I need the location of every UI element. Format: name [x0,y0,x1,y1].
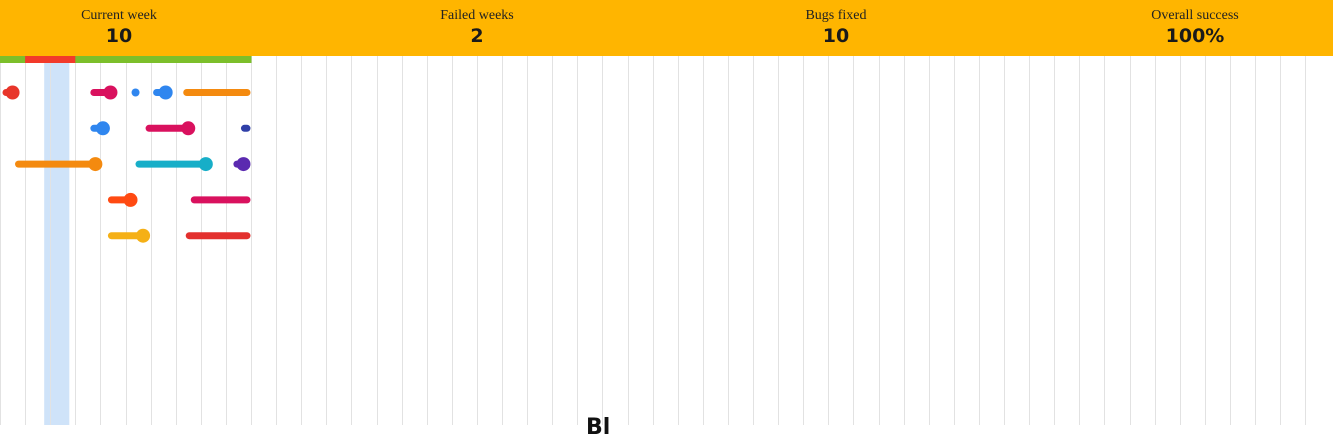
week-result-success [150,56,177,63]
week-result-success [0,56,26,63]
stat-value: 10 [822,25,850,47]
week-result-success [225,56,252,63]
week-result-success [125,56,152,63]
selected-week-highlight [44,56,70,425]
week-result-success [100,56,126,63]
bug-fixed-dot [198,157,213,172]
bug-fixed-dot [136,228,151,243]
bug-fixed-dot [131,88,140,97]
bug-fixed-dot [236,157,251,172]
bug-fixed-dot [88,157,103,172]
stat-value: 2 [470,25,484,47]
stats-header: Current week 10 Failed weeks 2 Bugs fixe… [0,0,1333,56]
stat-overall-success: Overall success 100% [1095,8,1295,48]
bug-fixed-dot [123,192,138,207]
stat-value: 10 [105,25,133,47]
stat-failed-weeks: Failed weeks 2 [377,8,577,48]
bug-fixed-dot [5,85,20,100]
footer-heading: Bl [586,415,611,440]
stat-bugs-fixed: Bugs fixed 10 [736,8,936,48]
week-result-failed [50,56,76,63]
bug-fixed-dot [181,121,196,136]
stat-label: Failed weeks [440,8,514,23]
bug-fixed-dot [103,85,118,100]
week-result-success [200,56,227,63]
week-result-failed [25,56,51,63]
bug-timeline-board[interactable] [0,56,1333,425]
week-result-success [75,56,101,63]
week-result-success [175,56,202,63]
bug-fixed-dot [158,85,173,100]
stat-label: Bugs fixed [805,8,867,23]
stat-label: Current week [81,8,157,23]
stat-current-week: Current week 10 [19,8,219,48]
bug-fixed-dot [95,121,110,136]
stat-value: 100% [1165,25,1225,47]
stat-label: Overall success [1151,8,1239,23]
